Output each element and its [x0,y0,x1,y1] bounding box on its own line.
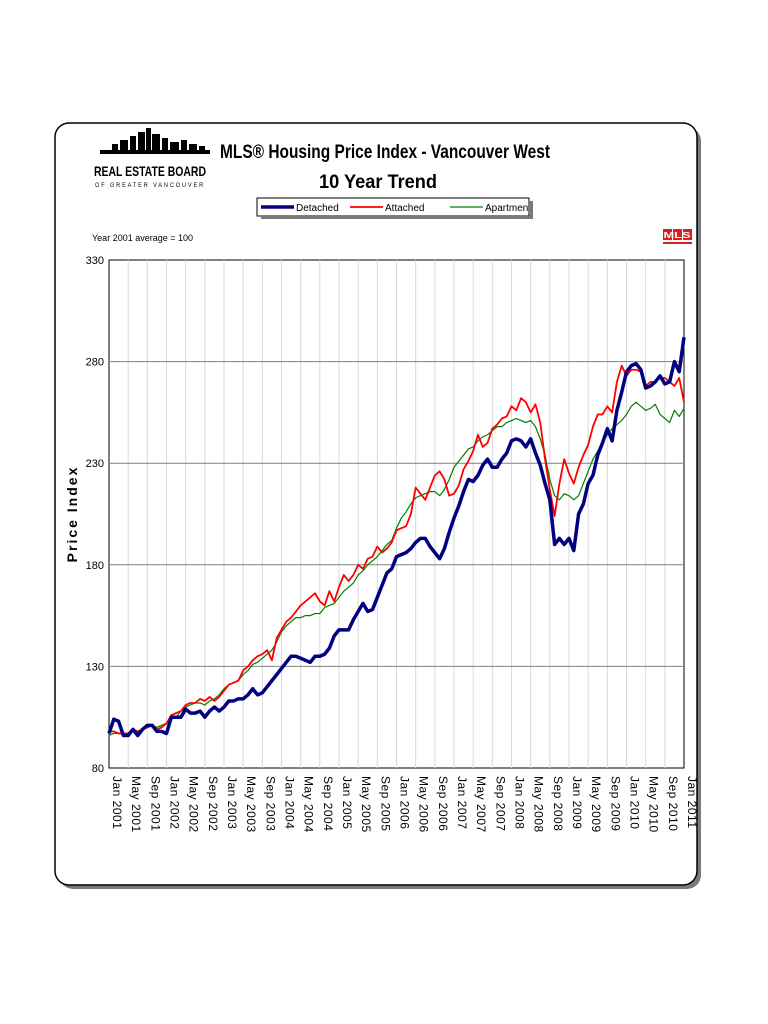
x-tick-label: Sep 2010 [666,776,680,831]
chart-title: MLS® Housing Price Index - Vancouver Wes… [220,142,551,163]
x-tick-label: May 2003 [244,776,258,833]
x-tick-label: Sep 2002 [206,776,220,831]
y-tick-label: 130 [86,661,104,673]
x-tick-label: May 2008 [532,776,546,833]
legend-label-apartment: Apartment [485,203,531,214]
x-tick-label: Sep 2003 [263,776,277,831]
logo-name: REAL ESTATE BOARD [94,163,206,179]
legend-label-attached: Attached [385,203,424,214]
x-tick-label: May 2001 [129,776,143,833]
x-tick-label: Sep 2001 [148,776,162,831]
x-tick-label: Sep 2007 [493,776,507,831]
vertical-grid [127,260,666,768]
y-tick-label: 330 [86,255,104,267]
x-tick-labels: Jan 2001 May 2001 Sep 2001 Jan 2002 May 2002… [110,776,699,833]
plot-area: 80 130 180 230 280 330 Jan 2001 May 2001 Sep 20… [86,255,699,833]
x-tick-label: Jan 2009 [570,776,584,829]
horizontal-grid [109,361,684,667]
x-tick-label: Jan 2002 [168,776,182,829]
x-tick-label: Jan 2005 [340,776,354,829]
y-tick-label: 230 [86,458,104,470]
x-tick-label: Sep 2005 [378,776,392,831]
x-tick-label: Sep 2009 [608,776,622,831]
x-tick-label: May 2004 [302,776,316,833]
x-tick-label: May 2006 [417,776,431,833]
x-tick-label: Jan 2010 [628,776,642,829]
series-lines [107,336,686,738]
logo-subtitle: OF GREATER VANCOUVER [95,183,205,189]
y-tick-labels: 80 130 180 230 280 330 [86,255,104,775]
x-tick-label: May 2009 [589,776,603,833]
x-tick-label: May 2007 [474,776,488,833]
x-tick-label: Sep 2006 [436,776,450,831]
x-tick-label: Jan 2006 [398,776,412,829]
x-tick-label: Sep 2008 [551,776,565,831]
real-estate-board-logo: REAL ESTATE BOARD OF GREATER VANCOUVER [94,128,210,189]
x-tick-label: Jan 2008 [513,776,527,829]
x-tick-label: Jan 2007 [455,776,469,829]
x-tick-label: Jan 2011 [685,776,699,829]
chart-subtitle: 10 Year Trend [319,172,437,193]
x-tick-label: Jan 2004 [283,776,297,829]
series-line-detached [107,336,686,738]
x-tick-label: Jan 2003 [225,776,239,829]
series-line-attached [109,364,685,735]
x-tick-label: Jan 2001 [110,776,124,829]
legend-label-detached: Detached [296,203,339,214]
y-tick-label: 80 [92,763,104,775]
mls-badge-icon: MLS [663,229,692,244]
series-line-apartment [108,401,685,737]
x-tick-label: Sep 2004 [321,776,335,831]
y-axis-title: Price Index [64,466,80,563]
y-tick-label: 180 [86,560,104,572]
x-tick-label: May 2010 [647,776,661,833]
x-tick-label: May 2002 [187,776,201,833]
y-tick-label: 280 [86,357,104,369]
index-note: Year 2001 average = 100 [92,233,193,243]
mls-badge-text: MLS [664,231,692,240]
legend: Detached Attached Apartment [256,197,531,217]
x-tick-label: May 2005 [359,776,373,833]
city-skyline-icon [100,128,210,154]
